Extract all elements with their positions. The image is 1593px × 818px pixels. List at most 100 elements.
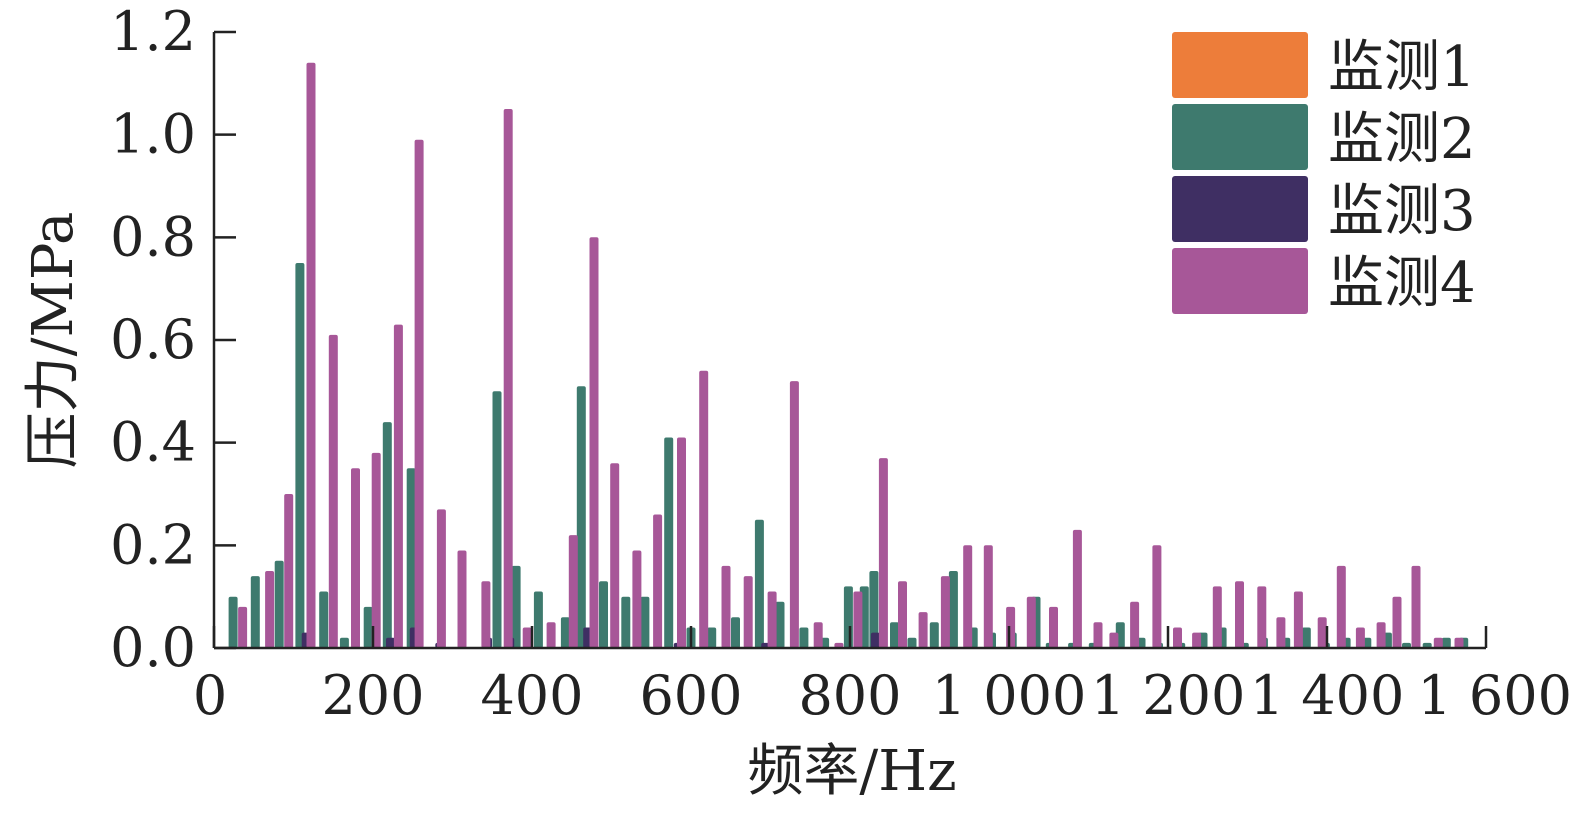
bar-series2-13 — [576, 386, 586, 648]
bar-series4-56 — [1433, 637, 1443, 648]
bar-series2-11 — [533, 591, 543, 648]
bar-series4-11 — [481, 581, 491, 648]
bar-series2-27 — [869, 571, 879, 648]
bar-series4-9 — [436, 509, 446, 648]
bar-series4-39 — [1093, 622, 1103, 648]
bar-series4-7 — [393, 324, 403, 648]
bar-series4-37 — [1049, 606, 1058, 648]
y-tick-label: 0.6 — [110, 308, 196, 371]
bar-series4-8 — [414, 139, 424, 649]
bar-series2-15 — [621, 596, 631, 648]
bar-series2-21 — [754, 519, 764, 648]
x-tick-label: 0 — [193, 664, 227, 727]
bar-series3-9 — [870, 632, 880, 648]
bar-series4-30 — [898, 581, 907, 648]
bar-series2-48 — [1301, 627, 1311, 648]
bar-series2-4 — [319, 591, 329, 648]
bar-series2-14 — [599, 581, 608, 648]
bar-series2-19 — [707, 627, 717, 648]
bars-layer — [228, 62, 1469, 649]
legend-label-3: 监测3 — [1328, 179, 1476, 244]
bar-series4-6 — [371, 452, 381, 648]
bar-series4-23 — [743, 576, 753, 648]
legend: 监测1 监测2 监测3 监测4 — [1172, 32, 1476, 316]
bar-series4-28 — [853, 591, 863, 648]
bar-series2-30 — [929, 622, 939, 648]
bar-series4-54 — [1392, 596, 1402, 648]
y-tick-label: 0.4 — [110, 411, 196, 474]
bar-series2-31 — [948, 571, 958, 648]
bar-series4-0 — [238, 606, 248, 648]
bar-series4-33 — [963, 545, 973, 648]
bar-series4-45 — [1212, 586, 1222, 648]
bar-series2-5 — [339, 637, 349, 648]
y-tick-label: 0.2 — [110, 513, 196, 576]
x-tick-label: 1 400 — [1250, 664, 1405, 727]
bar-series4-4 — [328, 334, 338, 648]
bar-series2-12 — [560, 617, 570, 648]
bar-series4-29 — [878, 458, 888, 648]
bar-series4-44 — [1192, 632, 1202, 648]
bar-series4-53 — [1376, 622, 1386, 648]
bar-series4-43 — [1173, 627, 1182, 648]
y-tick-label: 0.0 — [110, 616, 196, 679]
bar-series2-1 — [250, 576, 260, 648]
ticks-layer: 0.00.20.40.60.81.01.20 200 400 600 800 1 000 1… — [110, 0, 1572, 727]
bar-series2-10 — [511, 565, 521, 648]
bar-series4-52 — [1355, 627, 1365, 648]
bar-series4-12 — [503, 109, 513, 648]
bar-series4-14 — [546, 622, 556, 648]
bar-series4-35 — [1006, 606, 1016, 648]
legend-swatch-2 — [1172, 104, 1308, 170]
bar-series4-25 — [789, 381, 799, 648]
bar-series4-17 — [610, 463, 620, 648]
bar-series2-23 — [799, 627, 809, 648]
bar-series4-55 — [1411, 565, 1421, 648]
bar-series2-54 — [1422, 642, 1432, 648]
bar-series2-28 — [890, 622, 899, 648]
legend-swatch-1 — [1172, 32, 1308, 98]
legend-label-2: 监测2 — [1328, 107, 1476, 172]
bar-series4-32 — [940, 576, 950, 648]
bar-series4-26 — [813, 622, 823, 648]
bar-series4-13 — [522, 627, 532, 648]
bar-series4-5 — [351, 468, 360, 648]
bar-series2-8 — [406, 468, 416, 648]
bar-series4-19 — [653, 514, 663, 648]
bar-series2-3 — [295, 263, 305, 648]
x-tick-label: 400 — [480, 664, 583, 727]
bar-series4-51 — [1336, 565, 1346, 648]
bar-series4-2 — [284, 494, 294, 648]
bar-series4-15 — [568, 535, 578, 648]
bar-series2-0 — [228, 596, 238, 648]
bar-series4-16 — [589, 237, 599, 649]
x-tick-label: 1 000 — [932, 664, 1087, 727]
bar-series4-46 — [1235, 581, 1244, 648]
bar-series2-20 — [731, 617, 740, 648]
bar-series2-7 — [382, 422, 392, 648]
bar-series4-48 — [1276, 617, 1286, 648]
bar-series4-50 — [1317, 617, 1327, 648]
y-axis-title: 压力/MPa — [21, 212, 86, 469]
bar-series4-42 — [1152, 545, 1162, 648]
bar-series4-49 — [1293, 591, 1303, 648]
bar-series4-38 — [1072, 529, 1082, 648]
x-tick-label: 800 — [798, 664, 901, 727]
bar-series4-27 — [834, 642, 844, 648]
x-tick-label: 1 200 — [1091, 664, 1246, 727]
x-tick-label: 600 — [639, 664, 742, 727]
legend-swatch-3 — [1172, 176, 1308, 242]
bar-series2-16 — [640, 596, 650, 648]
bar-series4-41 — [1130, 601, 1140, 648]
bar-series4-57 — [1454, 637, 1464, 648]
bar-series4-22 — [721, 565, 731, 648]
x-tick-label: 1 600 — [1417, 664, 1572, 727]
y-tick-label: 0.8 — [110, 205, 196, 268]
bar-series4-24 — [767, 591, 777, 648]
bar-series4-18 — [632, 550, 642, 648]
legend-label-1: 监测1 — [1328, 35, 1476, 100]
bar-series2-9 — [492, 391, 502, 648]
bar-series4-21 — [699, 370, 709, 648]
